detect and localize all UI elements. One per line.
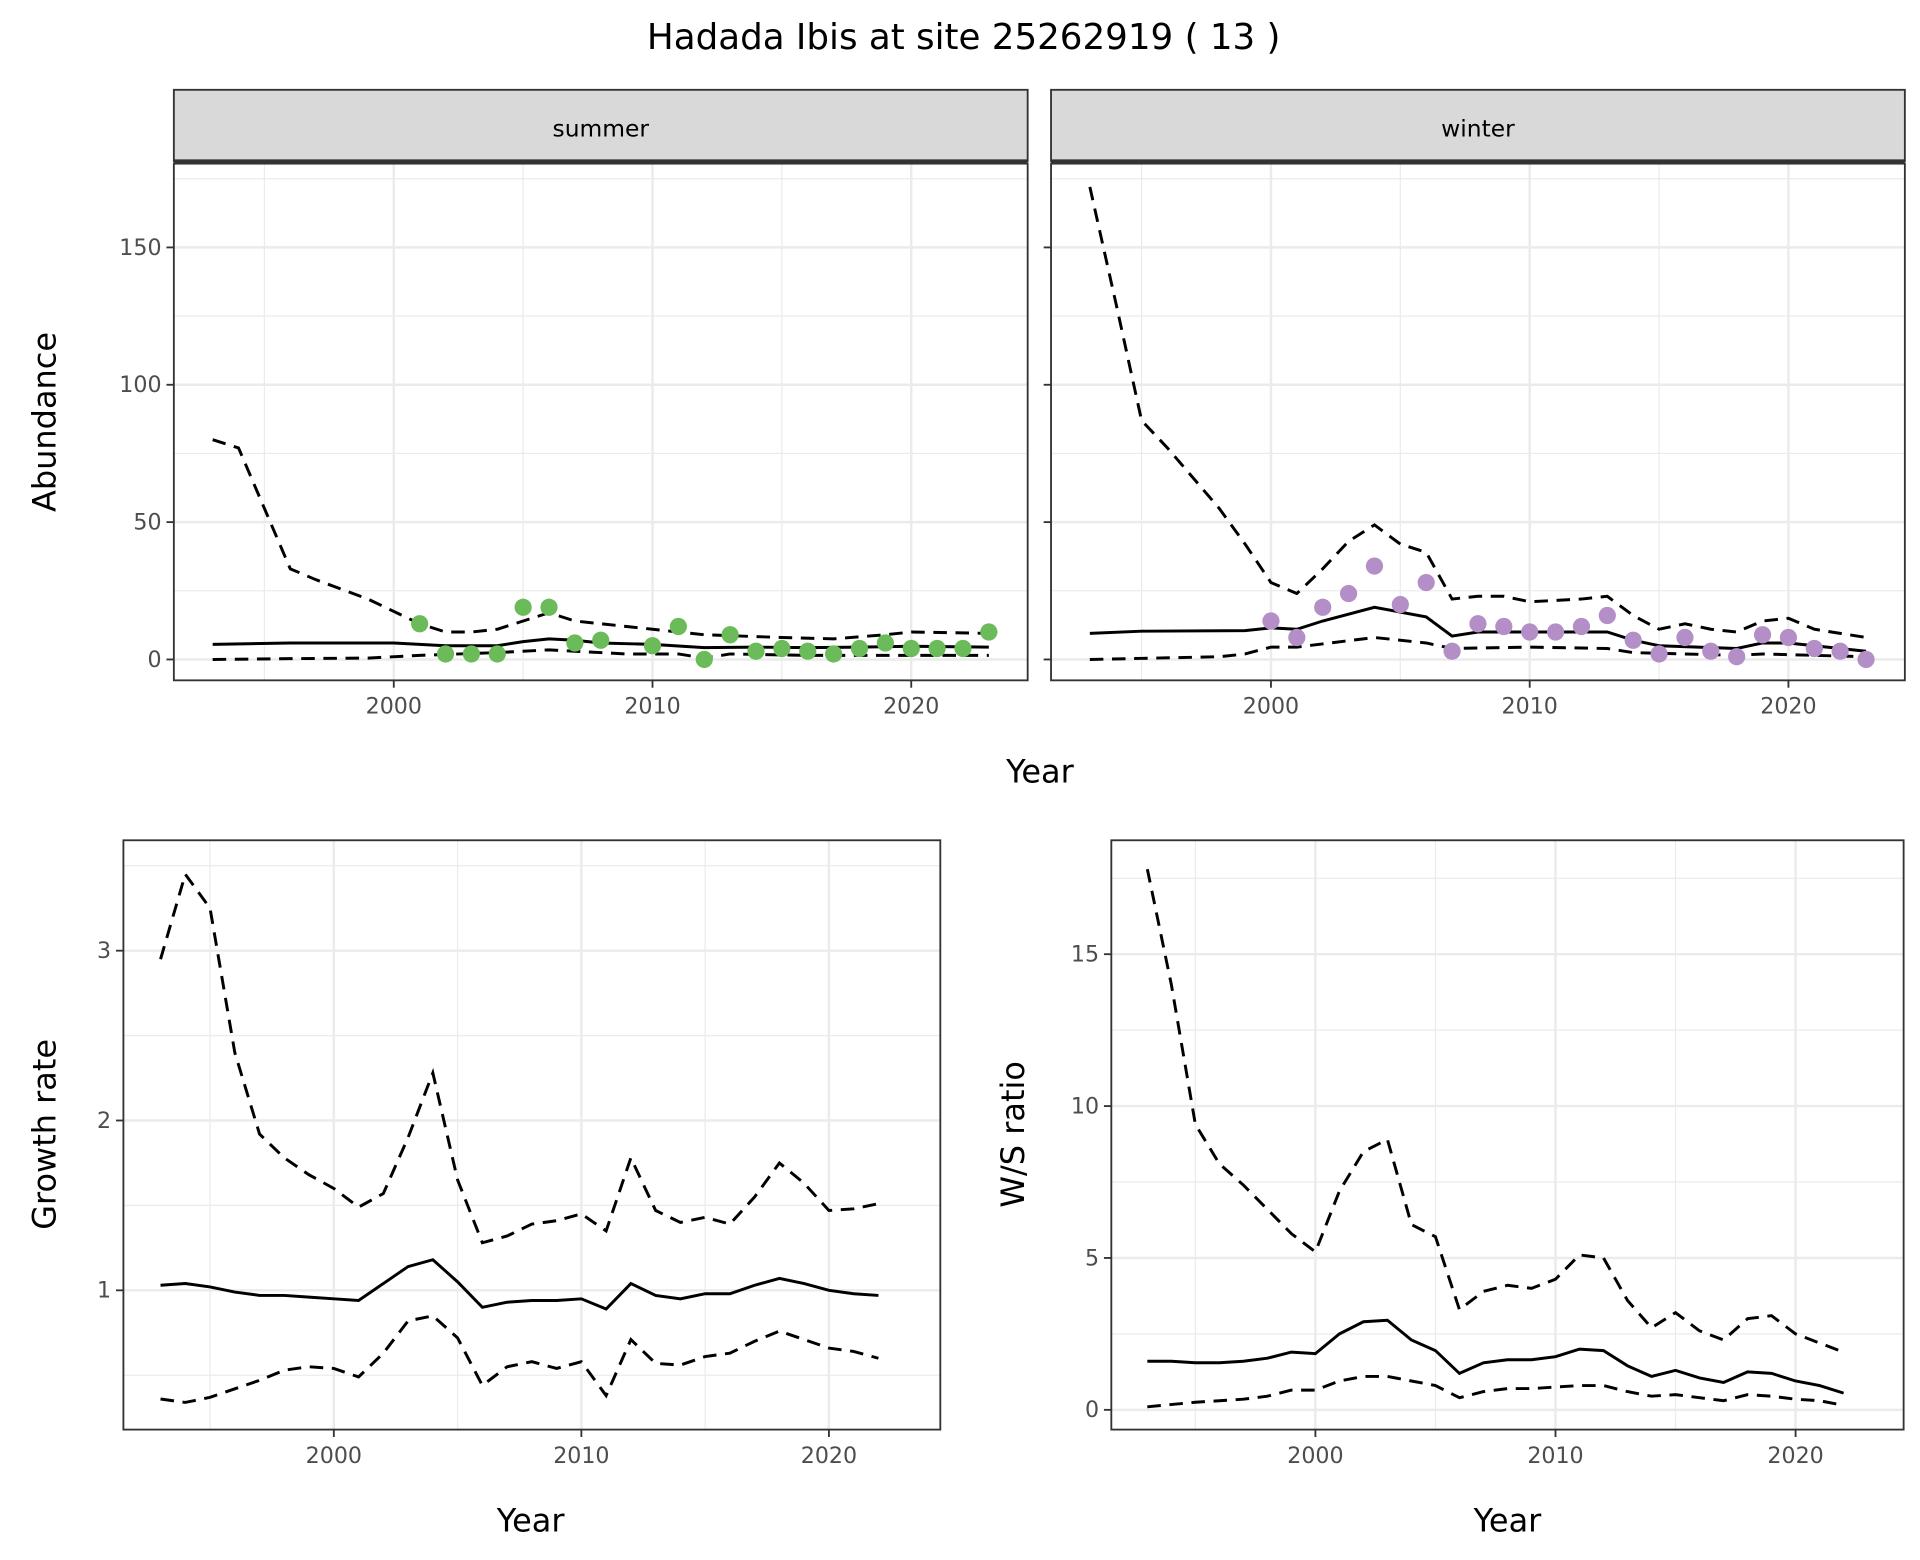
data-point [980,623,998,641]
x-tick-label: 2010 [1502,694,1558,720]
y-tick-label: 100 [119,372,161,398]
mean-line [1089,605,1867,653]
data-point [540,598,558,616]
panel-border [1110,839,1905,1431]
data-point [954,639,972,658]
y-tick-label: 0 [147,647,161,673]
panel-summer: 2000 2010 2020 0 50 100 150 summer [119,88,1029,720]
data-point [721,626,739,644]
panel-border [122,839,942,1431]
data-point [1702,642,1720,660]
data-point [488,645,506,663]
y-axis-title: W/S ratio [994,1061,1032,1208]
data-point [1572,617,1591,636]
x-tick-label: 2020 [1760,694,1816,720]
lower-bound-line [1089,636,1867,661]
data-point [747,642,765,660]
mean-line [160,1258,879,1311]
x-tick-label: 2010 [1527,1443,1583,1469]
data-point [1314,598,1332,616]
data-point [566,634,584,652]
x-tick-label: 2020 [801,1443,857,1469]
data-point [928,639,946,658]
data-point [1521,623,1539,641]
data-point [1391,595,1409,614]
data-point [462,645,481,663]
lower-bound-line [160,1314,879,1404]
x-tick-label: 2000 [1243,694,1299,720]
panel-border [172,162,1029,682]
top-y-axis-title: Abundance [26,332,64,512]
data-point [411,615,429,633]
y-tick-label: 50 [133,509,161,535]
y-tick-label: 5 [1085,1245,1099,1271]
data-point [1288,628,1306,647]
y-tick-label: 3 [97,938,111,964]
data-point [1598,606,1616,625]
facet-label: winter [1441,115,1515,143]
top-x-axis-title: Year [1005,752,1075,790]
lower-bound-line [212,648,989,661]
y-tick-label: 1 [97,1278,111,1304]
data-point [1779,628,1798,647]
data-point [514,598,532,616]
y-tick-label: 15 [1071,942,1099,968]
y-axis-title: Growth rate [26,1039,64,1230]
x-tick-label: 2020 [1767,1443,1823,1469]
data-point [850,639,869,658]
x-axis-title: Year [1473,1502,1543,1540]
data-point [902,639,920,658]
y-tick-label: 0 [1085,1397,1099,1423]
panel-growth-rate: 2000 2010 2020 1 2 3 Year Growth rate [26,839,942,1540]
x-tick-label: 2000 [366,694,422,720]
y-tick-label: 2 [97,1108,111,1134]
data-point [669,617,687,636]
data-point [825,645,843,663]
y-tick-label: 10 [1071,1093,1099,1119]
y-tick-label: 150 [119,235,161,261]
panel-winter: 2000 2010 2020 winter [1043,88,1906,720]
data-point [592,631,610,649]
data-point [1339,584,1358,603]
upper-bound-line [1145,868,1845,1354]
data-point [1728,648,1746,666]
upper-bound-line [212,438,989,641]
data-point [1546,623,1565,641]
x-tick-label: 2000 [306,1443,362,1469]
x-tick-label: 2010 [624,694,680,720]
data-point [1495,617,1513,636]
data-point [1753,626,1772,644]
facet-label: summer [553,115,650,143]
data-point [643,637,662,655]
data-point [1417,573,1435,592]
data-point [773,639,791,658]
data-point [799,642,817,660]
x-axis-title: Year [496,1502,566,1540]
data-point [1262,612,1280,630]
panel-w-s-ratio: 2000 2010 2020 0 5 10 15 Year W/S ratio [994,839,1905,1540]
data-point [1805,639,1823,658]
facet-strip [1050,88,1906,163]
data-point [1443,642,1461,660]
data-point [1857,650,1875,669]
data-point [1365,557,1384,575]
upper-bound-line [159,870,879,1245]
data-point [1831,642,1849,660]
data-point [1676,628,1694,647]
data-point [1650,645,1668,663]
upper-bound-line [1088,186,1867,639]
x-tick-label: 2010 [553,1443,609,1469]
chart-title: Hadada Ibis at site 25262919 ( 13 ) [647,17,1281,58]
data-point [695,650,713,669]
data-point [1469,615,1487,633]
x-tick-label: 2000 [1287,1443,1343,1469]
x-tick-label: 2020 [883,694,939,720]
lower-bound-line [1147,1374,1844,1409]
data-point [436,645,455,663]
data-point [1624,631,1642,649]
panel-border [1050,162,1906,682]
mean-line [1147,1318,1845,1395]
data-point [876,634,894,652]
